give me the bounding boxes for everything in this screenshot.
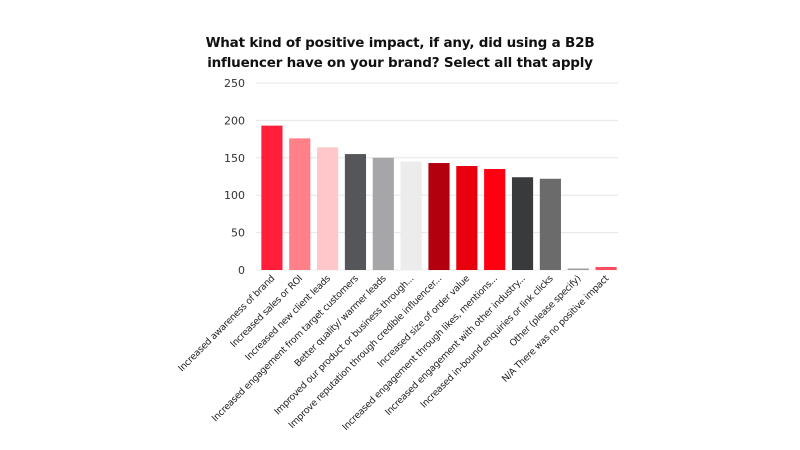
chart-title: What kind of positive impact, if any, di… (0, 33, 800, 73)
bar (539, 178, 561, 270)
bar (344, 154, 367, 270)
bar (511, 177, 534, 270)
bar (289, 138, 311, 270)
bar (595, 267, 617, 270)
chart-title-line-1: What kind of positive impact, if any, di… (205, 35, 595, 51)
y-tick-label: 0 (238, 264, 245, 277)
bar (428, 163, 450, 270)
bar (372, 157, 394, 270)
bar (317, 147, 339, 270)
y-axis: 0 50 100 150 200 250 (224, 77, 245, 277)
bars (261, 125, 617, 271)
y-tick-label: 200 (224, 114, 245, 127)
bar (567, 268, 589, 271)
y-tick-label: 150 (224, 152, 245, 165)
bar (400, 161, 422, 270)
bar (484, 169, 506, 270)
bar (261, 125, 283, 270)
chart-title-line-2: influencer have on your brand? Select al… (207, 55, 593, 71)
y-tick-label: 250 (224, 77, 245, 90)
y-tick-label: 50 (231, 227, 245, 240)
bar (456, 166, 478, 270)
y-tick-label: 100 (224, 189, 245, 202)
